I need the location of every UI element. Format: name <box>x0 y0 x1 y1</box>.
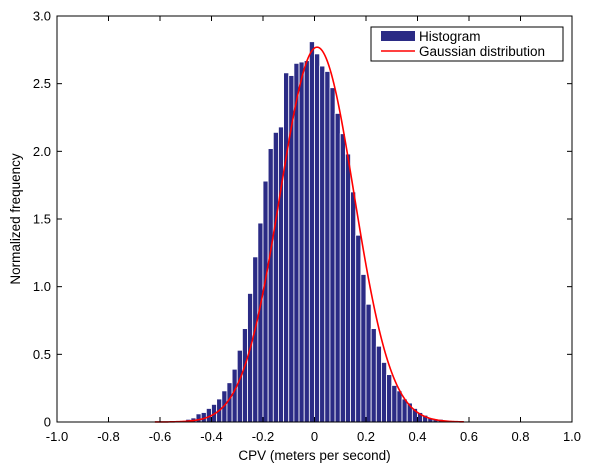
histogram-bar <box>355 234 362 423</box>
x-tick-label: -0.2 <box>252 429 274 444</box>
x-axis: -1.0 -0.8 -0.6 -0.4 -0.2 0 0.2 0.4 0.6 0.8 1.0 <box>46 16 581 444</box>
y-axis-label: Normalized frequency <box>8 153 23 285</box>
histogram-bar <box>303 60 310 423</box>
x-tick-label: 1.0 <box>563 429 581 444</box>
histogram-bar <box>278 126 285 423</box>
gaussian-curve <box>154 46 464 423</box>
histogram-bar <box>262 180 269 423</box>
histogram-bar <box>247 293 254 423</box>
legend-histogram-label: Histogram <box>419 29 481 44</box>
histogram-bar <box>360 274 367 423</box>
histogram-bar <box>231 368 238 423</box>
histogram-bar <box>324 71 331 423</box>
histogram-bar <box>375 345 382 423</box>
histogram-bar <box>298 61 305 423</box>
x-tick-label: 0.4 <box>408 429 426 444</box>
histogram-bar <box>391 385 398 423</box>
histogram-bar <box>339 133 346 423</box>
x-tick-label: 0.2 <box>357 429 375 444</box>
y-tick-label: 3.0 <box>33 9 51 24</box>
legend: Histogram Gaussian distribution <box>370 26 564 62</box>
y-tick-label: 2.5 <box>33 76 51 91</box>
histogram-bar <box>334 113 341 423</box>
histogram-bar <box>350 191 357 423</box>
histogram-bar <box>267 148 274 423</box>
y-tick-label: 1.0 <box>33 279 51 294</box>
legend-histogram-swatch <box>381 31 415 41</box>
histogram-bar <box>308 41 315 423</box>
histogram-bars <box>175 41 449 423</box>
histogram-bar <box>370 328 377 423</box>
histogram-bar <box>257 222 264 423</box>
y-tick-label: 1.5 <box>33 212 51 227</box>
histogram-bar <box>252 256 259 423</box>
y-tick-label: 0.5 <box>33 347 51 362</box>
x-tick-label: 0 <box>311 429 318 444</box>
x-tick-label: -0.6 <box>149 429 171 444</box>
histogram-bar <box>319 65 326 423</box>
y-axis: 0 0.5 1.0 1.5 2.0 2.5 3.0 <box>33 9 572 430</box>
histogram-bar <box>236 349 243 423</box>
histogram-bar <box>381 362 388 423</box>
histogram-bar <box>344 153 351 423</box>
y-tick-label: 0 <box>44 415 51 430</box>
histogram-bar <box>283 72 290 423</box>
histogram-bar <box>329 87 336 423</box>
y-tick-label: 2.0 <box>33 144 51 159</box>
histogram-bar <box>293 62 300 423</box>
histogram-bar <box>241 328 248 423</box>
x-axis-label: CPV (meters per second) <box>238 448 390 463</box>
x-tick-label: -1.0 <box>46 429 68 444</box>
histogram-bar <box>386 374 393 423</box>
histogram-bar <box>365 303 372 423</box>
x-tick-label: -0.4 <box>200 429 222 444</box>
x-tick-label: 0.6 <box>460 429 478 444</box>
histogram-bar <box>396 390 403 423</box>
x-tick-label: 0.8 <box>511 429 529 444</box>
histogram-bar <box>314 53 321 423</box>
legend-gaussian-label: Gaussian distribution <box>419 44 545 59</box>
x-tick-label: -0.8 <box>97 429 119 444</box>
histogram-bar <box>272 131 279 423</box>
